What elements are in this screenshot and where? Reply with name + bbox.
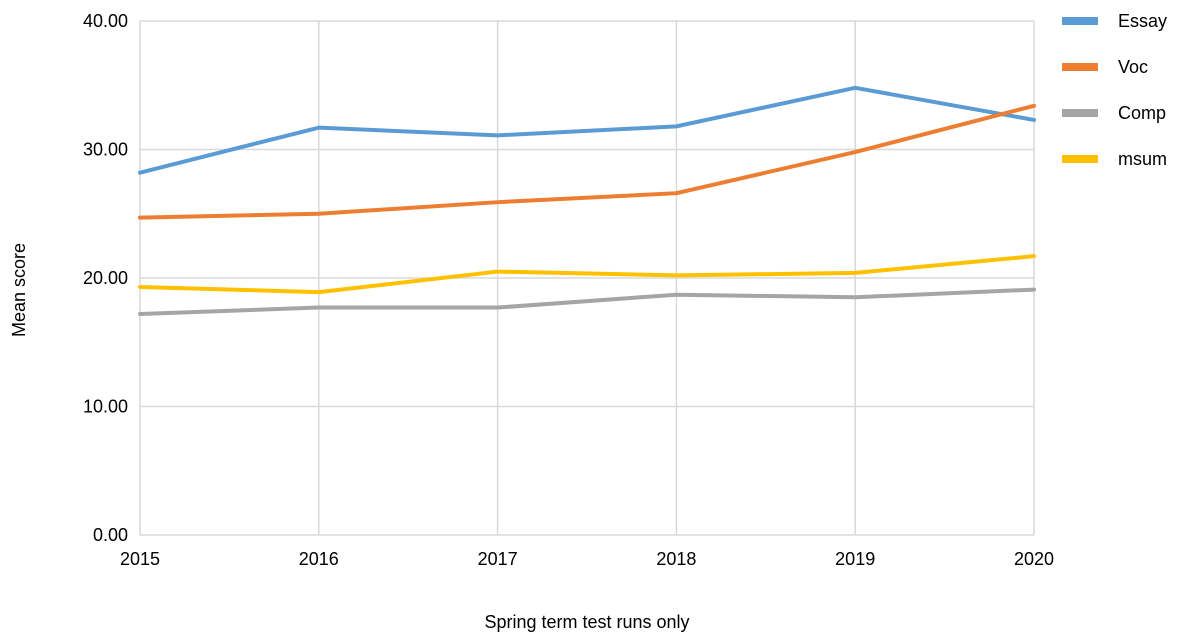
legend-label-comp: Comp <box>1118 103 1166 123</box>
y-tick-label: 20.00 <box>83 268 128 288</box>
x-tick-label: 2019 <box>835 549 875 569</box>
series-lines <box>138 85 1036 316</box>
legend-swatch-msum <box>1062 155 1098 163</box>
legend: Essay Voc Comp msum <box>1062 11 1167 169</box>
legend-swatch-essay <box>1062 17 1098 25</box>
y-axis-title: Mean score <box>9 243 29 337</box>
legend-label-voc: Voc <box>1118 57 1148 77</box>
series-line-msum <box>138 254 1036 295</box>
y-tick-label: 10.00 <box>83 397 128 417</box>
x-tick-label: 2018 <box>656 549 696 569</box>
legend-label-msum: msum <box>1118 149 1167 169</box>
x-tick-label: 2016 <box>299 549 339 569</box>
x-axis-title: Spring term test runs only <box>484 612 689 632</box>
x-tick-label: 2017 <box>478 549 518 569</box>
legend-swatch-voc <box>1062 63 1098 71</box>
series-line-voc <box>138 103 1036 220</box>
legend-label-essay: Essay <box>1118 11 1167 31</box>
legend-swatch-comp <box>1062 109 1098 117</box>
series-line-essay <box>138 85 1036 175</box>
series-line-comp <box>138 287 1036 316</box>
y-tick-label: 0.00 <box>93 525 128 545</box>
y-tick-label: 40.00 <box>83 11 128 31</box>
y-tick-label: 30.00 <box>83 140 128 160</box>
x-tick-label: 2020 <box>1014 549 1054 569</box>
axes: 0.00 10.00 20.00 30.00 40.00 2015 2016 2017 2018… <box>83 11 1054 569</box>
gridlines <box>139 20 1035 536</box>
x-tick-label: 2015 <box>120 549 160 569</box>
